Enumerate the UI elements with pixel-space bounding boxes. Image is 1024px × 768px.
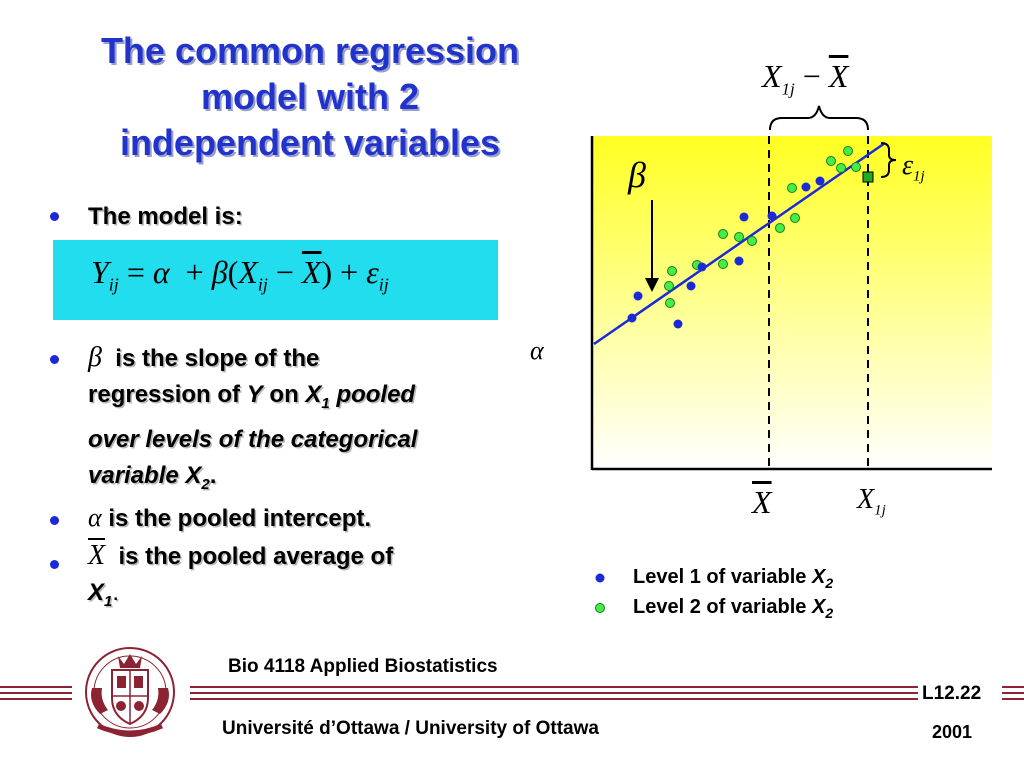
footer-university: Université d’Ottawa / University of Otta…: [222, 718, 599, 739]
data-point: [734, 256, 744, 266]
data-point: [851, 162, 861, 172]
beta-arrow-head: [645, 278, 659, 292]
data-point: [815, 176, 825, 186]
bullet-model-is: The model is:: [88, 203, 243, 230]
beta-label: β: [628, 155, 646, 195]
title-line-3: independent variables: [119, 122, 501, 163]
bullet-beta-slope: β is the slope of the regression of Y on…: [88, 342, 418, 493]
data-point: [775, 223, 785, 233]
xbar-axis-label: X: [752, 484, 772, 520]
data-point: [747, 236, 757, 246]
legend-level-2: Level 2 of variable X2: [633, 596, 834, 621]
equation-box: Yij = α + β(Xij − X) + εij: [53, 240, 498, 320]
slide-title: The common regression model with 2 indep…: [30, 28, 590, 166]
data-point: [697, 262, 707, 272]
footer-lecture-number: L12.22: [922, 683, 982, 704]
legend-markers: [595, 573, 605, 613]
data-point: [843, 146, 853, 156]
title-line-1: The common regression: [100, 30, 520, 71]
epsilon-label: ε1j: [902, 150, 925, 185]
alpha-symbol: α: [88, 503, 102, 532]
data-point: [739, 212, 749, 222]
bullet-xbar-average: X is the pooled average of X1.: [88, 540, 394, 610]
university-crest-icon: [85, 647, 175, 737]
data-point: [787, 183, 797, 193]
data-point: [718, 229, 728, 239]
highlighted-point: [862, 171, 874, 183]
data-point: [667, 266, 677, 276]
xbar-symbol: X: [88, 540, 106, 571]
footer-year: 2001: [932, 722, 973, 742]
legend-level-1: Level 1 of variable X2: [633, 566, 834, 591]
legend-marker-level-1: [595, 573, 605, 583]
bullet-dot: [50, 212, 59, 221]
footer-course: Bio 4118 Applied Biostatistics: [228, 656, 498, 677]
data-point: [801, 182, 811, 192]
data-point: [686, 281, 696, 291]
data-point: [826, 156, 836, 166]
title-line-2: model with 2: [200, 76, 420, 117]
data-point: [627, 313, 637, 323]
alpha-label: α: [530, 336, 544, 365]
bullet-alpha-intercept: α is the pooled intercept.: [88, 503, 372, 532]
data-point: [734, 232, 744, 242]
data-point: [718, 259, 728, 269]
data-point: [790, 213, 800, 223]
data-point: [767, 211, 777, 221]
horizontal-brace: [769, 105, 869, 131]
level-1-points: [627, 176, 825, 329]
level-2-points: [664, 146, 861, 308]
beta-symbol: β: [88, 342, 102, 373]
data-point: [664, 281, 674, 291]
top-label-x1j-minus-xbar: X1j − X: [762, 58, 849, 99]
x1j-axis-label: X1j: [857, 484, 886, 519]
legend-marker-level-2: [595, 603, 605, 613]
bullet-dot: [50, 516, 59, 525]
data-point: [673, 319, 683, 329]
data-point: [633, 291, 643, 301]
bullet-dot: [50, 560, 59, 569]
regression-line: [593, 141, 886, 346]
model-equation: Yij = α + β(Xij − X) + εij: [91, 254, 389, 295]
bullet-dot: [50, 355, 59, 364]
data-point: [665, 298, 675, 308]
vertical-brace: [880, 142, 897, 178]
footer-graphics: [0, 647, 1024, 737]
data-point: [836, 163, 846, 173]
